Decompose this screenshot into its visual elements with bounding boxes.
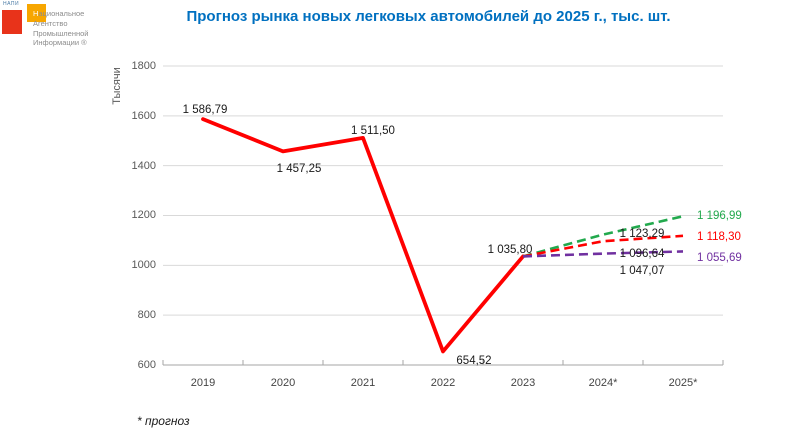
logo-line-2: Агентство [33, 18, 68, 28]
point-label-2019-actual: 1 586,79 [182, 104, 228, 116]
x-tick-2024: 2024* [588, 377, 618, 389]
chart-title: Прогноз рынка новых легковых автомобилей… [186, 8, 671, 25]
logo-text: Национальное Агентство Промышленной Инфо… [33, 9, 89, 48]
logo-line-4: Информации ® [33, 38, 87, 48]
y-tick-1200: 1200 [131, 209, 156, 221]
point-label-2024-high: 1 123,29 [619, 228, 665, 240]
x-tick-2020: 2020 [270, 377, 296, 389]
point-label-2022-actual: 654,52 [456, 355, 492, 367]
napi-logo: НАПИ Национальное Агентство Промышленной… [0, 0, 120, 55]
point-label-2021-actual: 1 511,50 [351, 125, 395, 137]
logo-line-3: Промышленной [33, 28, 89, 38]
point-label-2025-low: 1 055,69 [697, 252, 742, 264]
point-label-2024-base: 1 096,64 [619, 248, 665, 260]
point-label-2020-actual: 1 457,25 [276, 163, 322, 175]
y-tick-1600: 1600 [131, 110, 156, 122]
y-tick-1400: 1400 [131, 160, 156, 172]
x-tick-2025: 2025* [668, 377, 698, 389]
x-tick-2022: 2022 [430, 377, 456, 389]
y-tick-600: 600 [137, 359, 156, 371]
point-label-2023-actual: 1 035,80 [487, 244, 533, 256]
y-tick-800: 800 [137, 309, 156, 321]
logo-line-1: Национальное [33, 9, 85, 18]
y-tick-1800: 1800 [131, 60, 156, 72]
logo-red-square [2, 10, 22, 34]
footnote: * прогноз [137, 414, 190, 428]
logo-acronym: НАПИ [3, 1, 20, 7]
point-label-2025-base: 1 118,30 [697, 231, 741, 243]
x-tick-2019: 2019 [190, 377, 216, 389]
point-label-2024-low: 1 047,07 [619, 265, 665, 277]
point-label-2025-high: 1 196,99 [697, 210, 742, 222]
logo-orange-square [27, 4, 46, 22]
x-tick-2023: 2023 [510, 377, 536, 389]
x-tick-2021: 2021 [350, 377, 376, 389]
y-axis-title: Тысячи [111, 67, 123, 105]
y-tick-1000: 1000 [131, 259, 156, 271]
